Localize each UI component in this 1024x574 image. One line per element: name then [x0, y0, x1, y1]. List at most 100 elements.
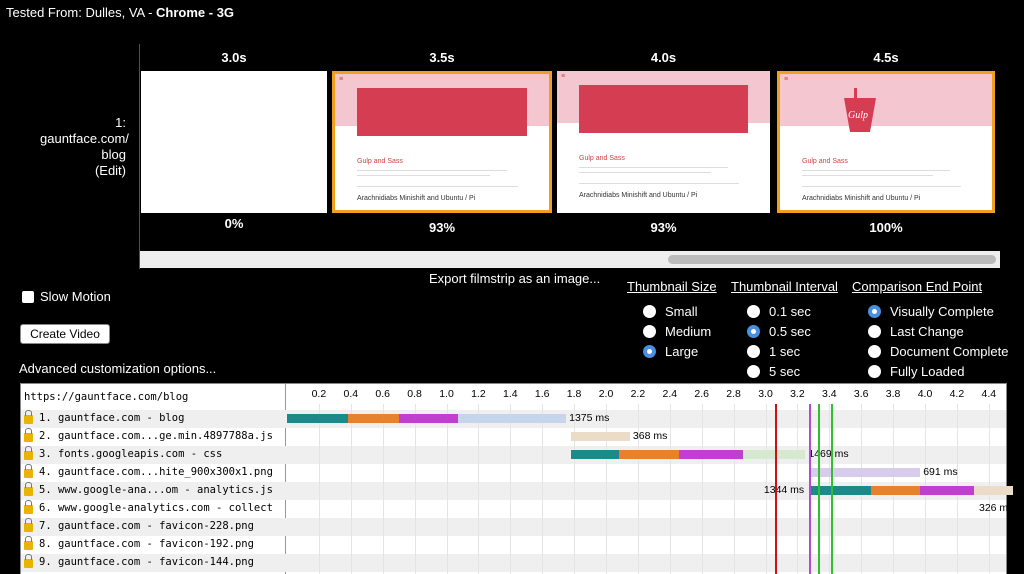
option-1-sec[interactable]: 1 sec [747, 341, 838, 361]
time-tick-label: 2.8 [726, 388, 741, 400]
radio-button[interactable] [747, 324, 760, 338]
option-label: 0.1 sec [769, 303, 811, 319]
event-marker-line [830, 404, 833, 574]
request-row[interactable]: 1. gauntface.com - blog [24, 410, 184, 424]
option-label: 1 sec [769, 343, 801, 359]
frame-percent: 0% [224, 216, 244, 231]
row-stripe [21, 482, 1006, 500]
filmstrip-frame[interactable] [141, 71, 327, 213]
thumb-title: Gulp and Sass [802, 158, 848, 165]
request-row[interactable]: 7. gauntface.com - favicon-228.png [24, 518, 254, 532]
filmstrip-frame[interactable]: ≡ Gulp and Sass Arachnidiabs Minishift and… [557, 71, 770, 213]
option-label: Last Change [890, 323, 964, 339]
request-label: 7. gauntface.com - favicon-228.png [39, 520, 254, 532]
option-0-5-sec[interactable]: 0.5 sec [747, 321, 838, 341]
time-tick-label: 2.0 [598, 388, 614, 400]
option-label: Large [665, 343, 699, 359]
frame-percent: 93% [650, 220, 677, 235]
lock-icon [24, 428, 33, 442]
request-row[interactable]: 8. gauntface.com - favicon-192.png [24, 536, 254, 550]
option-label: 0.5 sec [769, 323, 811, 339]
radio-button[interactable] [747, 364, 760, 378]
option-0-1-sec[interactable]: 0.1 sec [747, 301, 838, 321]
time-tick-label: 0.4 [343, 388, 359, 400]
request-duration: 1469 ms [808, 448, 849, 460]
export-filmstrip-link[interactable]: Export filmstrip as an image... [429, 271, 601, 286]
gridline [733, 404, 735, 574]
time-tick-label: 0.6 [375, 388, 390, 400]
radio-button[interactable] [868, 304, 881, 318]
thumb-menu-icon: ≡ [784, 76, 789, 83]
slow-motion-checkbox[interactable] [22, 290, 34, 303]
option-visually-complete[interactable]: Visually Complete [868, 301, 1009, 321]
option-last-change[interactable]: Last Change [868, 321, 1009, 341]
lock-icon [24, 446, 33, 460]
radio-button[interactable] [747, 304, 760, 318]
option-medium[interactable]: Medium [643, 321, 717, 341]
request-row[interactable]: 4. gauntface.com...hite_900x300x1.png [24, 464, 273, 478]
time-tick-label: 3.8 [885, 388, 901, 400]
filmstrip-frame[interactable]: Gulp ≡ Gulp and Sass Arachnidiabs Minishift… [777, 71, 995, 213]
scrollbar-thumb[interactable] [668, 255, 996, 264]
timing-segment [347, 414, 399, 423]
advanced-options-link[interactable]: Advanced customization options... [19, 361, 217, 376]
request-row[interactable]: 3. fonts.googleapis.com - css [24, 446, 222, 460]
request-label: 5. www.google-ana...om - analytics.js [39, 484, 273, 496]
request-row[interactable]: 6. www.google-analytics.com - collect [24, 500, 273, 514]
event-marker-line [808, 404, 811, 574]
option-5-sec[interactable]: 5 sec [747, 361, 838, 381]
thumb-caption: Arachnidiabs Minishift and Ubuntu / Pi [802, 195, 921, 202]
option-fully-loaded[interactable]: Fully Loaded [868, 361, 1009, 381]
comparison-end-group: Comparison End Point Visually Complete Las… [852, 279, 1009, 381]
time-tick-label: 2.6 [694, 388, 709, 400]
thumbnail-size-group: Thumbnail Size Small Medium Large [627, 279, 717, 361]
page-thumbnail: ≡ Gulp and Sass Arachnidiabs Minishift and… [557, 71, 770, 213]
radio-button[interactable] [643, 304, 656, 318]
option-label: Fully Loaded [890, 363, 965, 379]
gridline [606, 404, 607, 574]
thumb-menu-icon: ≡ [339, 76, 344, 83]
filmstrip-scrollbar[interactable] [140, 251, 1000, 268]
request-label: 6. www.google-analytics.com - collect [39, 502, 273, 514]
request-duration: 1344 ms [763, 484, 805, 496]
thumb-title: Gulp and Sass [357, 158, 403, 165]
filmstrip-frame[interactable]: ≡ Gulp and Sass Arachnidiabs Minishift and… [332, 71, 552, 213]
gridline [669, 404, 671, 574]
option-large[interactable]: Large [643, 341, 717, 361]
radio-button[interactable] [868, 324, 881, 338]
request-label: 4. gauntface.com...hite_900x300x1.png [39, 466, 273, 478]
thumbnail-interval-group: Thumbnail Interval 0.1 sec 0.5 sec 1 sec 5 s… [731, 279, 838, 381]
waterfall-chart: https://gauntface.com/blog 0.2 0.4 0.6 0.8 1… [20, 383, 1013, 574]
waterfall-column-divider [285, 384, 286, 574]
filmstrip-row-label[interactable]: 1: gauntface.com/ blog (Edit) [40, 115, 129, 178]
option-label: 5 sec [769, 363, 801, 379]
slow-motion-toggle[interactable]: Slow Motion [22, 289, 111, 304]
gridline [765, 404, 767, 574]
radio-button[interactable] [747, 344, 760, 358]
thumb-title: Gulp and Sass [579, 155, 625, 162]
gridline [446, 404, 448, 574]
radio-button[interactable] [643, 344, 656, 358]
create-video-button[interactable]: Create Video [20, 324, 110, 344]
radio-button[interactable] [868, 344, 881, 358]
request-row[interactable]: 5. www.google-ana...om - analytics.js [24, 482, 273, 496]
timing-segment [743, 450, 806, 459]
time-tick-label: 3.2 [790, 388, 805, 400]
request-row[interactable]: 2. gauntface.com...ge.min.4897788a.js [24, 428, 273, 442]
radio-button[interactable] [868, 364, 881, 378]
thumb-caption: Arachnidiabs Minishift and Ubuntu / Pi [579, 192, 698, 199]
lock-icon [24, 500, 33, 514]
page-thumbnail: Gulp ≡ Gulp and Sass Arachnidiabs Minishift… [780, 74, 992, 210]
time-tick-label: 4.2 [949, 388, 965, 400]
gridline [350, 404, 352, 574]
radio-button[interactable] [643, 324, 656, 338]
request-duration: 326 ms [979, 502, 1014, 514]
lock-icon [24, 464, 33, 478]
option-small[interactable]: Small [643, 301, 717, 321]
gridline [701, 404, 703, 574]
gridline [382, 404, 384, 574]
request-row[interactable]: 9. gauntface.com - favicon-144.png [24, 554, 254, 568]
waterfall-url: https://gauntface.com/blog [24, 391, 189, 403]
option-document-complete[interactable]: Document Complete [868, 341, 1009, 361]
timing-segment [618, 450, 680, 459]
